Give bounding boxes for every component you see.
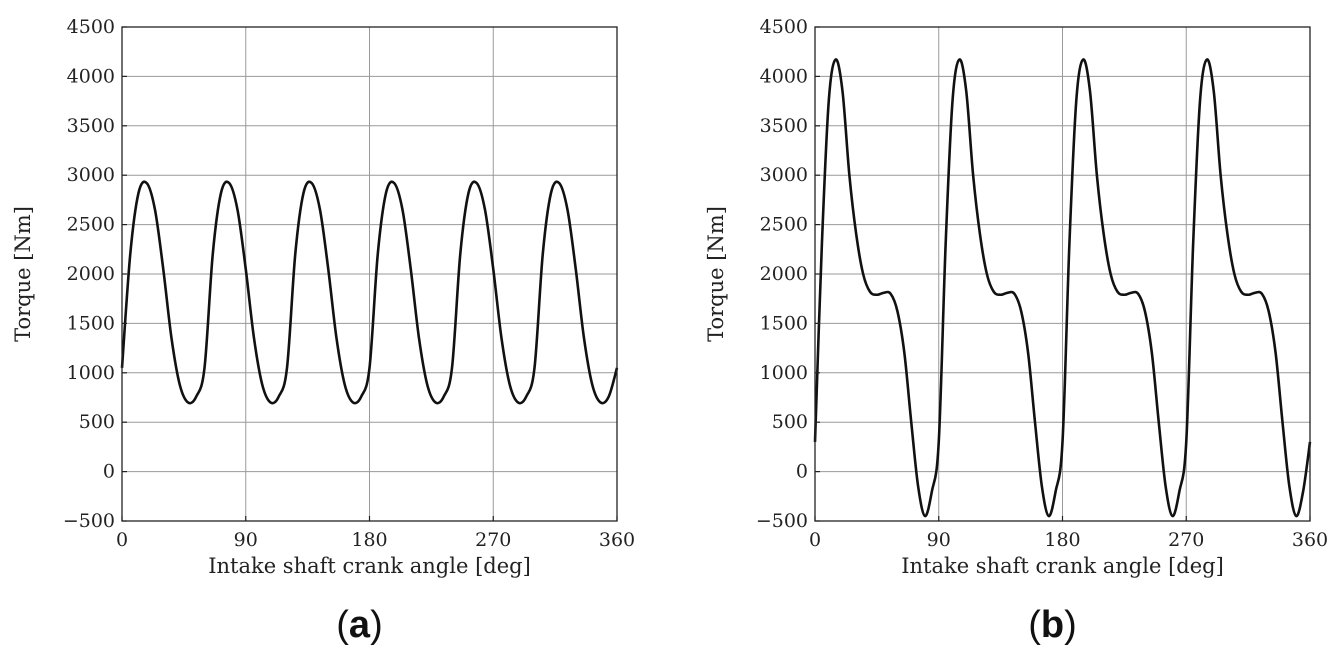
y-tick-label: 500	[772, 411, 808, 433]
series-line-a	[120, 180, 619, 405]
y-tick-label: 2000	[67, 263, 115, 285]
y-tick-label: 1500	[67, 312, 115, 334]
x-tick-label: 360	[1292, 529, 1328, 551]
x-tick-label: 180	[1044, 529, 1080, 551]
y-tick-label: 3000	[760, 164, 808, 186]
x-tick-label: 90	[234, 529, 258, 551]
y-tick-label: 4000	[67, 65, 115, 87]
y-tick-label: 4500	[760, 16, 808, 38]
panel-label-b: (b)	[1028, 604, 1077, 646]
y-tick-label: 2500	[760, 214, 808, 236]
y-tick-label: 2500	[67, 214, 115, 236]
y-tick-label: 3500	[67, 115, 115, 137]
panel-label-a: (a)	[336, 604, 382, 646]
x-axis-label: Intake shaft crank angle [deg]	[901, 554, 1224, 578]
y-tick-label: 4500	[67, 16, 115, 38]
y-tick-label: 1000	[67, 362, 115, 384]
y-tick-label: 2000	[760, 263, 808, 285]
y-tick-label: 3500	[760, 115, 808, 137]
y-tick-label: 4000	[760, 65, 808, 87]
y-tick-label: 0	[103, 461, 115, 483]
x-axis-label: Intake shaft crank angle [deg]	[208, 554, 531, 578]
chart-panel-b: 0 90 180 270 360−500050010001500200025003000…	[704, 16, 1328, 646]
x-tick-label: 90	[927, 529, 951, 551]
y-tick-label: 1000	[760, 362, 808, 384]
y-tick-label: 1500	[760, 312, 808, 334]
x-tick-label: 270	[1168, 529, 1204, 551]
x-tick-label: 270	[475, 529, 511, 551]
y-tick-label: −500	[63, 510, 115, 532]
x-tick-label: 0	[116, 529, 128, 551]
x-tick-label: 360	[599, 529, 635, 551]
series-line-b	[813, 58, 1312, 518]
x-tick-label: 0	[809, 529, 821, 551]
y-axis-label: Torque [Nm]	[11, 206, 35, 342]
chart-panel-a: 0 90 180 270 360−500050010001500200025003000…	[11, 16, 635, 646]
y-tick-label: 500	[79, 411, 115, 433]
x-tick-label: 180	[351, 529, 387, 551]
y-tick-label: 3000	[67, 164, 115, 186]
y-tick-label: −500	[756, 510, 808, 532]
y-tick-label: 0	[796, 461, 808, 483]
y-axis-label: Torque [Nm]	[704, 206, 728, 342]
